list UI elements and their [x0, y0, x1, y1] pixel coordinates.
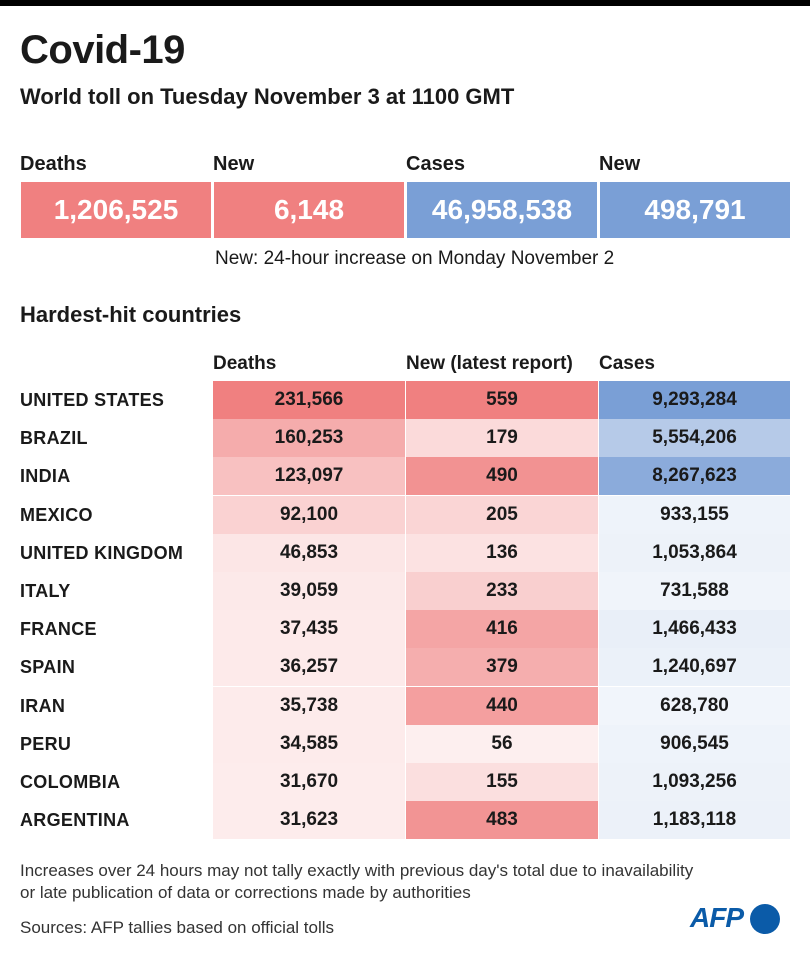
summary-box-cases: 46,958,538 — [407, 182, 597, 238]
page-title: Covid-19 — [20, 28, 185, 72]
cell-deaths: 231,566 — [213, 381, 405, 419]
cell-cases: 628,780 — [599, 686, 790, 725]
cell-cases: 1,093,256 — [599, 763, 790, 801]
cell-new: 155 — [406, 763, 598, 801]
country-label: UNITED KINGDOM — [20, 542, 184, 563]
summary-box-new-cases: 498,791 — [600, 182, 790, 238]
cell-deaths: 35,738 — [213, 686, 405, 725]
cell-new: 56 — [406, 724, 598, 763]
page-subtitle: World toll on Tuesday November 3 at 1100… — [20, 84, 515, 109]
top-bar — [0, 0, 810, 6]
cell-new: 490 — [406, 457, 598, 496]
cell-new: 483 — [406, 801, 598, 840]
cell-new: 179 — [406, 419, 598, 458]
summary-note: New: 24-hour increase on Monday November… — [215, 248, 615, 269]
cell-new: 205 — [406, 495, 598, 534]
country-label: COLOMBIA — [20, 772, 121, 792]
summary-box-deaths: 1,206,525 — [21, 182, 211, 238]
summary-box-new-deaths: 6,148 — [214, 182, 404, 238]
cell-cases: 906,545 — [599, 724, 790, 763]
cell-cases: 1,466,433 — [599, 610, 790, 649]
footnote-line-1: Increases over 24 hours may not tally ex… — [20, 861, 694, 880]
country-label: INDIA — [20, 466, 71, 487]
country-label: ITALY — [20, 581, 71, 601]
cell-deaths: 36,257 — [213, 648, 405, 687]
cell-deaths: 92,100 — [213, 495, 405, 534]
afp-logo-text: AFP — [690, 902, 744, 933]
cell-cases: 8,267,623 — [599, 457, 790, 496]
cell-deaths: 123,097 — [213, 457, 405, 496]
summary-label-new-cases: New — [599, 153, 641, 175]
country-label: IRAN — [20, 695, 66, 716]
cell-cases: 731,588 — [599, 572, 790, 610]
cell-deaths: 46,853 — [213, 533, 405, 572]
cell-deaths: 31,670 — [213, 763, 405, 801]
cell-cases: 9,293,284 — [599, 381, 790, 419]
cell-new: 440 — [406, 686, 598, 725]
cell-cases: 5,554,206 — [599, 419, 790, 458]
cell-deaths: 34,585 — [213, 724, 405, 763]
cell-deaths: 160,253 — [213, 419, 405, 458]
cell-new: 233 — [406, 572, 598, 610]
cell-new: 379 — [406, 648, 598, 687]
summary-label-cases: Cases — [406, 153, 465, 175]
column-header-deaths: Deaths — [213, 353, 277, 374]
footnote-line-2: or late publication of data or correctio… — [20, 883, 471, 902]
country-label: FRANCE — [20, 619, 97, 640]
cell-cases: 933,155 — [599, 495, 790, 534]
column-header-cases: Cases — [599, 353, 655, 374]
cell-deaths: 39,059 — [213, 572, 405, 610]
country-label: ARGENTINA — [20, 810, 130, 831]
cell-new: 416 — [406, 610, 598, 649]
cell-new: 559 — [406, 381, 598, 419]
sources: Sources: AFP tallies based on official t… — [20, 918, 335, 937]
afp-logo-circle-icon — [750, 904, 780, 934]
cell-deaths: 37,435 — [213, 610, 405, 649]
summary-label-deaths: Deaths — [20, 153, 87, 175]
country-label: SPAIN — [20, 657, 76, 678]
cell-new: 136 — [406, 533, 598, 572]
cell-cases: 1,053,864 — [599, 533, 790, 572]
section-title: Hardest-hit countries — [20, 302, 242, 327]
country-label: MEXICO — [20, 504, 93, 525]
cell-cases: 1,183,118 — [599, 801, 790, 840]
summary-label-new-deaths: New — [213, 153, 255, 175]
country-label: BRAZIL — [20, 428, 88, 449]
country-label: UNITED STATES — [20, 390, 165, 410]
cell-cases: 1,240,697 — [599, 648, 790, 687]
country-label: PERU — [20, 733, 72, 754]
column-header-new: New (latest report) — [406, 353, 573, 374]
cell-deaths: 31,623 — [213, 801, 405, 840]
